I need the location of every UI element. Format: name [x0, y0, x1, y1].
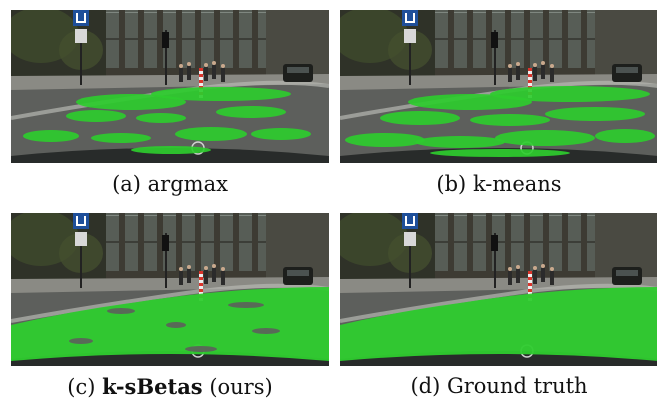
street-scene-kmeans — [340, 10, 657, 163]
caption-prefix: (c) — [67, 375, 96, 399]
caption-argmax: (a) argmax — [11, 172, 329, 196]
street-scene-argmax — [11, 10, 329, 163]
caption-kmeans: (b) k-means — [340, 172, 657, 196]
caption-prefix: (d) — [410, 374, 441, 398]
caption-name: k-means — [472, 172, 562, 196]
panel-kmeans-image — [340, 10, 657, 163]
street-scene-ksbetas — [11, 213, 329, 366]
panel-ground-truth-image — [340, 213, 657, 366]
caption-prefix: (a) — [112, 172, 141, 196]
caption-name-bold: k-sBetas — [102, 374, 203, 399]
street-scene-ground-truth — [340, 213, 657, 366]
caption-prefix: (b) — [436, 172, 467, 196]
panel-argmax-image — [11, 10, 329, 163]
scene-background — [11, 10, 329, 163]
caption-ksbetas: (c) k-sBetas (ours) — [11, 374, 329, 399]
caption-name: argmax — [147, 172, 228, 196]
caption-suffix: (ours) — [209, 375, 273, 399]
road-mask-ground-truth — [340, 287, 657, 361]
caption-ground-truth: (d) Ground truth — [340, 374, 657, 398]
road-mask-argmax — [23, 87, 311, 154]
caption-name: Ground truth — [446, 374, 588, 398]
road-mask-kmeans — [345, 86, 655, 157]
road-mask-ksbetas — [11, 287, 329, 361]
panel-ksbetas-image — [11, 213, 329, 366]
